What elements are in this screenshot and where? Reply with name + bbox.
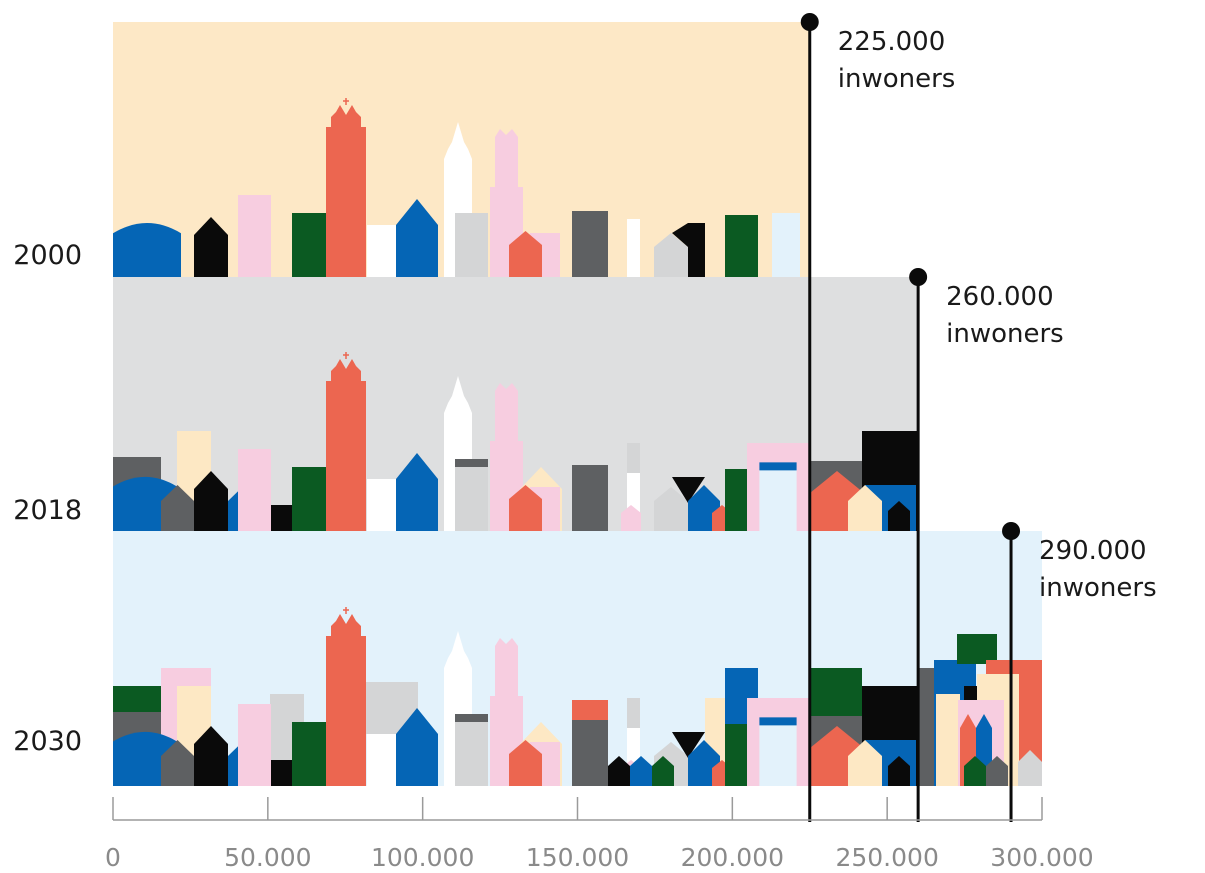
dom-tower xyxy=(326,105,366,277)
building xyxy=(455,459,488,467)
building xyxy=(455,459,488,531)
dom-tower xyxy=(326,359,366,531)
building xyxy=(367,225,396,277)
house xyxy=(509,485,542,531)
pink-tower xyxy=(490,129,523,277)
x-tick-label: 0 xyxy=(105,843,121,872)
building xyxy=(238,704,271,786)
building xyxy=(572,211,608,277)
building xyxy=(627,219,640,277)
pink-tower xyxy=(490,383,523,531)
dome-building xyxy=(113,223,181,277)
house xyxy=(888,756,910,786)
data-label-value: 225.000 xyxy=(838,27,946,57)
marker-dot-2018 xyxy=(909,268,928,286)
value-markers xyxy=(800,13,1021,822)
x-axis: 0 50.000 100.000 150.000 200.000 250.000 300.0… xyxy=(105,797,1094,872)
house xyxy=(396,708,438,786)
house xyxy=(1018,750,1042,786)
building xyxy=(455,714,488,722)
building xyxy=(918,668,936,786)
building xyxy=(292,213,326,277)
house xyxy=(630,756,652,786)
house xyxy=(194,726,228,786)
house xyxy=(608,756,630,786)
house xyxy=(654,233,688,277)
pink-tower xyxy=(490,638,523,786)
building xyxy=(672,732,705,758)
data-label-value: 290.000 xyxy=(1039,536,1147,566)
building xyxy=(455,213,488,277)
marker-dot-2000 xyxy=(800,13,819,31)
house xyxy=(621,505,641,531)
building xyxy=(772,213,800,277)
building xyxy=(292,467,326,531)
building xyxy=(455,714,488,786)
data-label-value: 260.000 xyxy=(946,282,1054,312)
house xyxy=(194,471,228,531)
x-tick-label: 200.000 xyxy=(681,843,784,872)
building xyxy=(957,634,997,664)
year-bands xyxy=(113,22,1042,786)
building xyxy=(936,694,960,786)
x-tick-label: 250.000 xyxy=(835,843,938,872)
x-tick-label: 50.000 xyxy=(224,843,311,872)
city-skylines xyxy=(113,98,1042,786)
house xyxy=(194,217,228,277)
building xyxy=(810,668,862,716)
house xyxy=(509,231,542,277)
house xyxy=(986,756,1008,786)
building xyxy=(271,505,292,531)
building xyxy=(672,223,705,277)
building xyxy=(238,195,271,277)
house xyxy=(161,740,194,786)
gate-bar xyxy=(759,462,797,471)
building xyxy=(572,465,608,531)
building xyxy=(725,215,758,277)
data-label-unit: inwoners xyxy=(1039,573,1157,603)
gate-opening xyxy=(759,467,797,531)
skyline-2018 xyxy=(113,352,918,531)
x-tick-label: 150.000 xyxy=(526,843,629,872)
building xyxy=(238,449,271,531)
house xyxy=(396,453,438,531)
house xyxy=(848,485,882,531)
house xyxy=(509,740,542,786)
building xyxy=(271,760,292,786)
year-label-2030: 2030 xyxy=(13,726,82,757)
building xyxy=(672,477,705,503)
marker-dot-2030 xyxy=(1002,522,1021,540)
data-label-unit: inwoners xyxy=(946,319,1064,349)
skyline-2000 xyxy=(113,98,800,277)
dom-tower xyxy=(326,614,366,786)
data-label-unit: inwoners xyxy=(838,64,956,94)
gate-bar xyxy=(759,717,797,726)
house xyxy=(888,501,910,531)
x-tick-label: 100.000 xyxy=(371,843,474,872)
building xyxy=(367,734,396,786)
house xyxy=(848,740,882,786)
building xyxy=(292,722,326,786)
house xyxy=(652,756,674,786)
building xyxy=(367,479,396,531)
gate-opening xyxy=(759,722,797,786)
house xyxy=(396,199,438,277)
year-label-2000: 2000 xyxy=(13,240,82,271)
house xyxy=(964,756,986,786)
house xyxy=(161,485,194,531)
building xyxy=(572,700,608,720)
labels: 225.000 inwoners 260.000 inwoners 290.000 inw… xyxy=(13,27,1156,757)
building xyxy=(572,720,608,786)
year-label-2018: 2018 xyxy=(13,495,82,526)
building xyxy=(113,686,161,712)
x-tick-label: 300.000 xyxy=(990,843,1093,872)
house xyxy=(654,487,688,531)
